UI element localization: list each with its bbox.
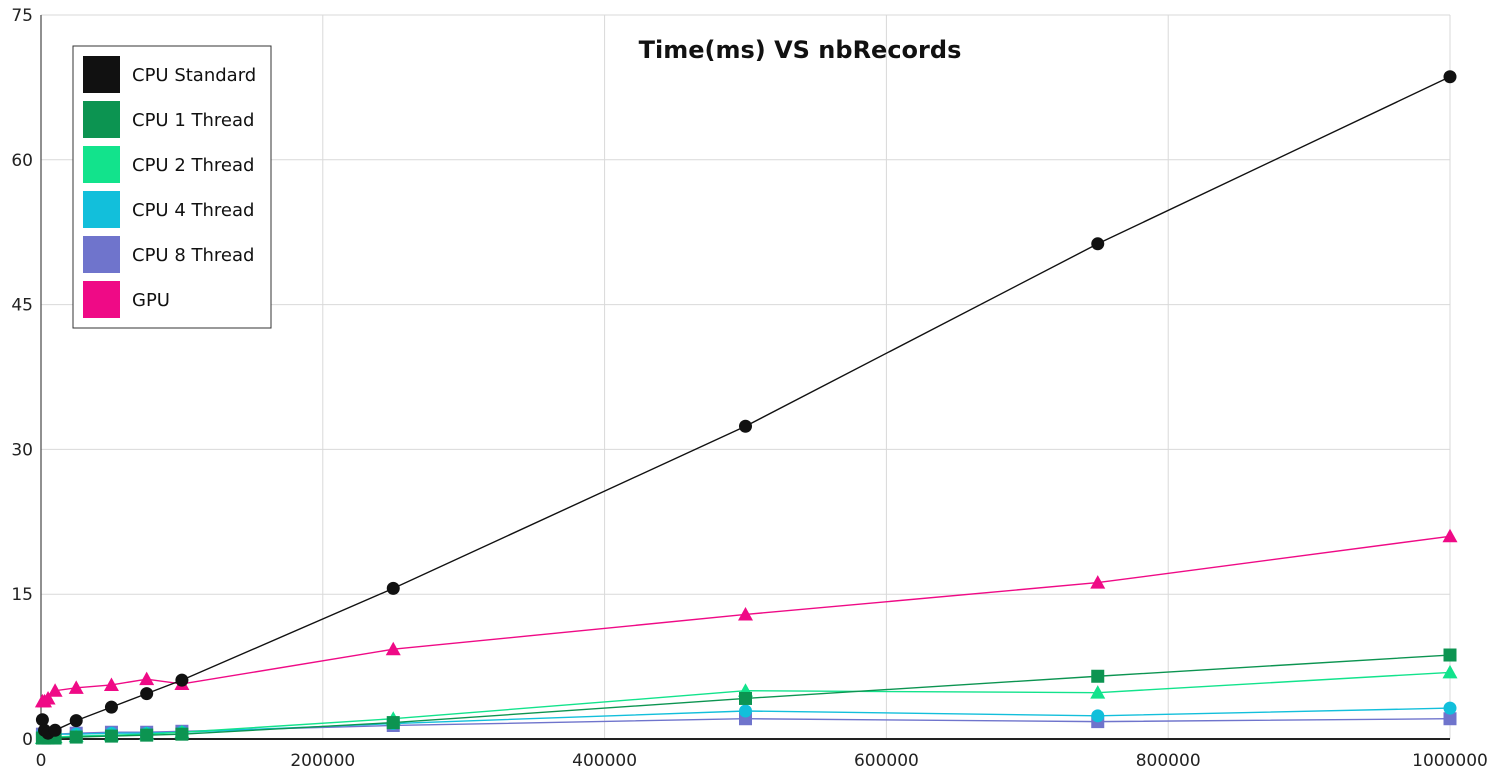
y-tick-label: 30 bbox=[11, 440, 33, 460]
chart-title: Time(ms) VS nbRecords bbox=[639, 36, 962, 64]
y-tick-label: 15 bbox=[11, 585, 33, 605]
x-tick-label: 200000 bbox=[290, 751, 355, 771]
series-cpu-standard bbox=[35, 70, 1457, 740]
data-point-cpu-1-thread bbox=[140, 728, 154, 742]
y-tick-label: 75 bbox=[11, 6, 33, 26]
series-cpu-1-thread bbox=[35, 648, 1457, 745]
y-tick-label: 45 bbox=[11, 296, 33, 316]
data-point-gpu bbox=[738, 606, 753, 621]
data-point-cpu-4-thread bbox=[739, 704, 752, 718]
legend-swatch-gpu bbox=[83, 281, 120, 318]
series-gpu bbox=[34, 528, 1458, 708]
data-point-cpu-standard bbox=[140, 687, 154, 701]
legend-label-cpu-1-thread: CPU 1 Thread bbox=[132, 110, 254, 131]
data-point-cpu-1-thread bbox=[175, 727, 189, 741]
x-tick-label: 1000000 bbox=[1412, 751, 1488, 771]
legend-label-cpu-2-thread: CPU 2 Thread bbox=[132, 155, 254, 176]
legend-swatch-cpu-standard bbox=[83, 56, 120, 93]
data-point-cpu-4-thread bbox=[1091, 709, 1105, 723]
legend-swatch-cpu-4-thread bbox=[83, 191, 120, 228]
data-point-gpu bbox=[1090, 575, 1106, 589]
data-point-cpu-standard bbox=[739, 419, 752, 433]
data-point-cpu-standard bbox=[386, 581, 400, 595]
data-point-cpu-standard bbox=[175, 673, 189, 687]
data-point-cpu-standard bbox=[35, 713, 49, 727]
data-point-cpu-1-thread bbox=[1443, 648, 1457, 662]
data-point-gpu bbox=[40, 690, 56, 705]
data-point-cpu-8-thread bbox=[1443, 712, 1457, 726]
data-point-gpu bbox=[47, 683, 63, 697]
legend-swatch-cpu-8-thread bbox=[83, 236, 120, 273]
x-tick-label: 600000 bbox=[854, 751, 919, 771]
data-point-cpu-standard bbox=[48, 723, 62, 737]
data-point-cpu-1-thread bbox=[1091, 669, 1105, 683]
y-tick-label: 0 bbox=[22, 730, 33, 750]
x-tick-label: 800000 bbox=[1136, 751, 1201, 771]
data-point-cpu-standard bbox=[1091, 237, 1105, 251]
data-series bbox=[34, 70, 1458, 745]
data-point-cpu-standard bbox=[1443, 70, 1457, 84]
data-point-gpu bbox=[68, 680, 84, 694]
data-point-gpu bbox=[103, 677, 119, 691]
legend: CPU Standard CPU 1 Thread CPU 2 Thread CPU … bbox=[72, 45, 272, 329]
x-tick-label: 0 bbox=[36, 751, 47, 771]
x-tick-label: 400000 bbox=[572, 751, 637, 771]
y-tick-label: 60 bbox=[11, 151, 33, 171]
data-point-cpu-1-thread bbox=[104, 729, 118, 743]
legend-label-cpu-8-thread: CPU 8 Thread bbox=[132, 245, 254, 266]
data-point-cpu-2-thread bbox=[1090, 685, 1106, 699]
data-point-cpu-1-thread bbox=[386, 716, 400, 730]
data-point-cpu-1-thread bbox=[69, 730, 83, 744]
legend-label-gpu: GPU bbox=[132, 290, 170, 311]
data-point-gpu bbox=[139, 671, 155, 686]
data-point-cpu-4-thread bbox=[1443, 701, 1457, 715]
legend-label-cpu-standard: CPU Standard bbox=[132, 65, 256, 86]
axes: 0 15 30 45 60 75 0 200000 400000 600000 800000 1000… bbox=[11, 6, 1488, 771]
data-point-gpu bbox=[385, 641, 401, 656]
grid-lines bbox=[41, 14, 1451, 739]
data-point-cpu-standard bbox=[69, 714, 83, 728]
legend-swatch-cpu-1-thread bbox=[83, 101, 120, 138]
legend-swatch-cpu-2-thread bbox=[83, 146, 120, 183]
legend-label-cpu-4-thread: CPU 4 Thread bbox=[132, 200, 254, 221]
data-point-cpu-2-thread bbox=[1442, 664, 1458, 679]
data-point-gpu bbox=[1442, 528, 1458, 543]
data-point-cpu-standard bbox=[104, 700, 118, 714]
data-point-cpu-1-thread bbox=[739, 691, 752, 705]
